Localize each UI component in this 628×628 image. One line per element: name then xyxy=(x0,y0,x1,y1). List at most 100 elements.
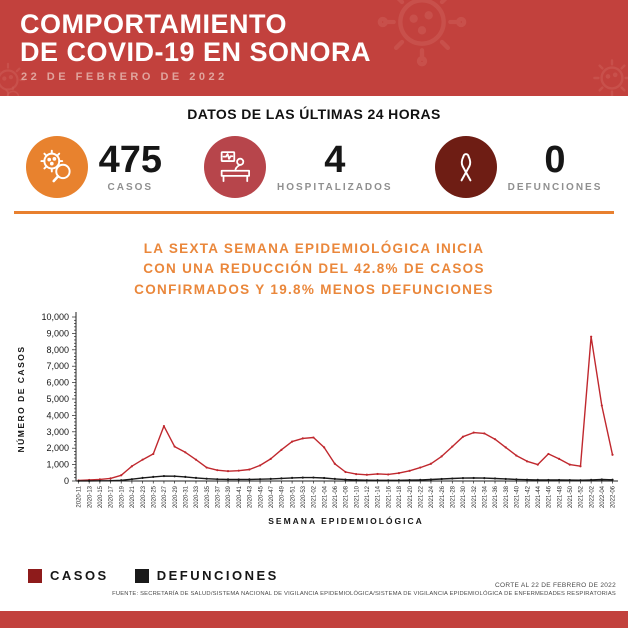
svg-text:2020-19: 2020-19 xyxy=(119,485,125,508)
svg-text:2020-31: 2020-31 xyxy=(184,485,190,508)
cutoff-note: CORTE AL 22 DE FEBRERO DE 2022 xyxy=(495,582,616,589)
source-note: FUENTE: SECRETARÍA DE SALUD/SISTEMA NACI… xyxy=(112,591,616,597)
stat-defunciones: 0 DEFUNCIONES xyxy=(434,136,603,198)
svg-text:2021-16: 2021-16 xyxy=(386,485,392,508)
svg-text:1,000: 1,000 xyxy=(46,460,69,470)
y-axis-title: NÚMERO DE CASOS xyxy=(15,345,26,452)
y-axis-ticks: 0 1,000 2,000 3,000 4,000 5,000 6,000 7,000 8,00… xyxy=(41,312,76,486)
defunciones-markers xyxy=(77,474,614,483)
svg-text:2020-51: 2020-51 xyxy=(290,485,296,508)
stat-hospitalizados-value: 4 xyxy=(324,139,346,181)
svg-text:8,000: 8,000 xyxy=(46,345,69,355)
svg-text:2021-44: 2021-44 xyxy=(536,485,542,508)
page-title: COMPORTAMIENTO DE COVID-19 EN SONORA xyxy=(20,10,371,67)
svg-text:4,000: 4,000 xyxy=(46,410,69,420)
svg-text:2022-02: 2022-02 xyxy=(589,485,595,508)
legend-item-casos: CASOS xyxy=(28,568,109,583)
svg-text:2021-02: 2021-02 xyxy=(312,485,318,508)
x-axis-ticks: 2020-11 2020-13 2020-15 2020-17 2020-19 2020-… xyxy=(77,481,617,508)
svg-text:2020-49: 2020-49 xyxy=(280,485,286,508)
svg-text:2020-45: 2020-45 xyxy=(258,485,264,508)
svg-text:2021-14: 2021-14 xyxy=(376,485,382,508)
chart-axes xyxy=(75,312,618,482)
svg-text:9,000: 9,000 xyxy=(46,328,69,338)
svg-text:2021-12: 2021-12 xyxy=(365,485,371,508)
virus-watermark-icon xyxy=(377,0,467,67)
svg-text:2022-04: 2022-04 xyxy=(600,485,606,508)
page-title-line2: DE COVID-19 EN SONORA xyxy=(20,37,372,68)
svg-text:2020-15: 2020-15 xyxy=(98,485,104,508)
report-date: 22 DE FEBRERO DE 2022 xyxy=(21,71,228,83)
svg-text:2020-53: 2020-53 xyxy=(301,485,307,508)
svg-text:10,000: 10,000 xyxy=(41,312,69,322)
svg-text:2020-39: 2020-39 xyxy=(226,485,232,508)
virus-watermark-icon xyxy=(5,86,20,96)
svg-text:2020-43: 2020-43 xyxy=(248,485,254,508)
defunciones-swatch xyxy=(134,568,149,583)
svg-text:2020-25: 2020-25 xyxy=(151,485,157,508)
stat-casos-text: 475 CASOS xyxy=(99,141,162,193)
stat-defunciones-text: 0 DEFUNCIONES xyxy=(508,141,603,193)
x-axis-title: SEMANA EPIDEMIOLÓGICA xyxy=(268,515,424,526)
svg-text:2021-48: 2021-48 xyxy=(557,485,563,508)
svg-text:2021-28: 2021-28 xyxy=(451,485,457,508)
svg-text:2021-18: 2021-18 xyxy=(397,485,403,508)
bottom-red-bar xyxy=(0,611,628,628)
svg-text:2021-52: 2021-52 xyxy=(579,485,585,508)
svg-text:2020-29: 2020-29 xyxy=(173,485,179,508)
svg-text:5,000: 5,000 xyxy=(46,394,69,404)
virus-watermark-icon xyxy=(0,62,26,96)
svg-text:2021-24: 2021-24 xyxy=(429,485,435,508)
page-title-line1: COMPORTAMIENTO xyxy=(20,9,287,39)
stat-casos-value: 475 xyxy=(98,139,162,181)
header-banner: COMPORTAMIENTO DE COVID-19 EN SONORA 22 … xyxy=(0,0,628,96)
casos-swatch xyxy=(28,568,42,583)
stat-hospitalizados-label: HOSPITALIZADOS xyxy=(277,182,393,193)
epidemic-curve-chart: 0 1,000 2,000 3,000 4,000 5,000 6,000 7,000 8,00… xyxy=(0,300,628,545)
svg-text:2021-42: 2021-42 xyxy=(525,485,531,508)
svg-text:2021-30: 2021-30 xyxy=(461,485,467,508)
svg-text:2020-27: 2020-27 xyxy=(162,485,168,508)
svg-text:2021-06: 2021-06 xyxy=(333,485,339,508)
svg-text:2021-36: 2021-36 xyxy=(493,485,499,508)
svg-text:2022-06: 2022-06 xyxy=(611,485,617,508)
svg-text:2,000: 2,000 xyxy=(46,443,69,453)
svg-text:6,000: 6,000 xyxy=(46,378,69,388)
stats-row: 475 CASOS 4 HOSPITALIZADOS xyxy=(0,136,628,198)
weekly-summary-line1: LA SEXTA SEMANA EPIDEMIOLÓGICA INICIA xyxy=(143,241,485,256)
stat-hospitalizados: 4 HOSPITALIZADOS xyxy=(204,136,393,198)
stat-defunciones-value: 0 xyxy=(544,139,566,181)
orange-divider xyxy=(14,211,614,214)
svg-text:2020-35: 2020-35 xyxy=(205,485,211,508)
svg-text:2021-46: 2021-46 xyxy=(547,485,553,508)
svg-text:2021-50: 2021-50 xyxy=(568,485,574,508)
stat-casos-label: CASOS xyxy=(107,182,154,193)
awareness-ribbon-icon xyxy=(434,136,497,198)
legend-casos-label: CASOS xyxy=(50,568,109,583)
svg-text:2021-40: 2021-40 xyxy=(515,485,521,508)
svg-text:2021-34: 2021-34 xyxy=(483,485,489,508)
svg-text:2020-47: 2020-47 xyxy=(269,485,275,508)
legend-item-defunciones: DEFUNCIONES xyxy=(134,568,279,583)
svg-text:2021-32: 2021-32 xyxy=(472,485,478,508)
svg-text:2021-26: 2021-26 xyxy=(440,485,446,508)
svg-text:2020-21: 2020-21 xyxy=(130,485,136,508)
svg-text:3,000: 3,000 xyxy=(46,427,69,437)
hospital-bed-icon xyxy=(204,136,266,198)
svg-text:2021-38: 2021-38 xyxy=(504,485,510,508)
casos-line xyxy=(78,336,614,482)
legend-defunciones-label: DEFUNCIONES xyxy=(156,568,279,583)
svg-text:2020-11: 2020-11 xyxy=(77,485,83,507)
chart-legend: CASOS DEFUNCIONES xyxy=(28,568,279,583)
virus-search-icon xyxy=(25,136,88,198)
stat-casos: 475 CASOS xyxy=(25,136,162,198)
svg-text:2020-33: 2020-33 xyxy=(194,485,200,508)
svg-text:2021-08: 2021-08 xyxy=(344,485,350,508)
stat-hospitalizados-text: 4 HOSPITALIZADOS xyxy=(277,141,393,193)
weekly-summary-line2: CON UNA REDUCCIÓN DEL 42.8% DE CASOS xyxy=(143,261,485,277)
svg-text:2020-17: 2020-17 xyxy=(109,485,115,508)
svg-text:2021-22: 2021-22 xyxy=(418,485,424,508)
svg-text:2020-37: 2020-37 xyxy=(216,485,222,508)
svg-text:2020-13: 2020-13 xyxy=(87,485,93,508)
